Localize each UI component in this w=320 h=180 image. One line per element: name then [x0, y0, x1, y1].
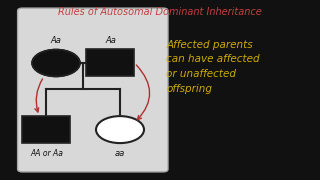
Text: Aa: Aa [51, 36, 61, 45]
Bar [86, 50, 134, 76]
Text: aa: aa [115, 148, 125, 158]
Circle shape [32, 50, 80, 76]
Text: AA or Aa: AA or Aa [30, 148, 63, 158]
Circle shape [96, 116, 144, 143]
Bar [22, 116, 70, 143]
Text: Aa: Aa [105, 36, 116, 45]
FancyArrowPatch shape [136, 65, 150, 120]
FancyBboxPatch shape [18, 8, 168, 172]
Text: Affected parents
can have affected
or unaffected
offspring: Affected parents can have affected or un… [166, 40, 260, 94]
Text: Rules of Autosomal Dominant Inheritance: Rules of Autosomal Dominant Inheritance [58, 7, 262, 17]
FancyArrowPatch shape [35, 79, 43, 112]
